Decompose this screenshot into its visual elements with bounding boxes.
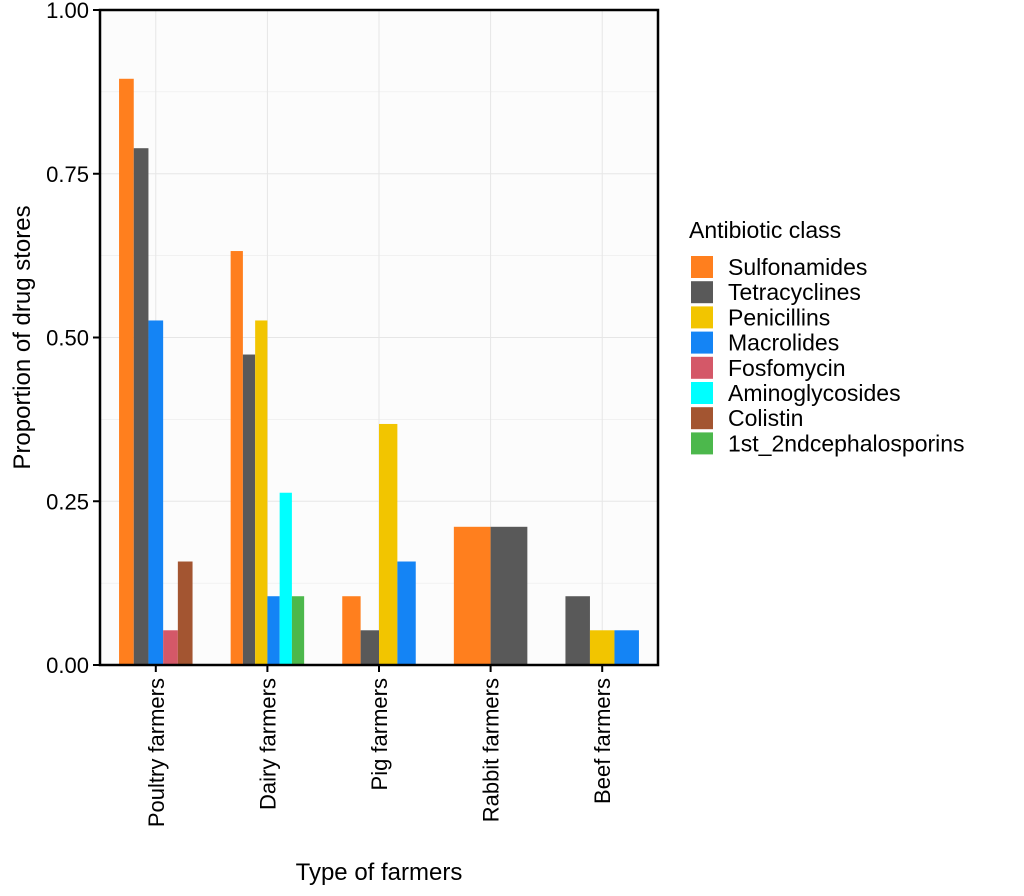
legend-label: Fosfomycin — [728, 355, 846, 381]
bar-tetracyclines-poultry-farmers — [133, 148, 149, 665]
bar-penicillins-pig-farmers — [379, 423, 398, 665]
legend-key-1st-2ndcephalosporins — [691, 432, 713, 455]
x-tick-label: Beef farmers — [590, 678, 615, 804]
bar-macrolides-beef-farmers — [614, 630, 639, 665]
y-tick-label: 0.25 — [46, 489, 89, 514]
legend-label: Colistin — [728, 405, 803, 431]
bar-aminoglycosides-dairy-farmers — [279, 492, 292, 665]
bar-macrolides-poultry-farmers — [148, 320, 164, 665]
bars — [119, 78, 639, 666]
y-axis: 0.00 0.25 0.50 0.75 1.00 — [46, 0, 100, 678]
legend: Antibiotic class SulfonamidesTetracyclin… — [689, 217, 965, 456]
legend-label: Sulfonamides — [728, 254, 867, 280]
bar-tetracyclines-beef-farmers — [565, 596, 590, 665]
y-tick-label: 1.00 — [46, 0, 89, 23]
bar-macrolides-pig-farmers — [397, 561, 416, 665]
x-axis: Poultry farmers Dairy farmers Pig farmers R… — [144, 665, 615, 827]
bar-sulfonamides-rabbit-farmers — [453, 526, 491, 665]
legend-key-colistin — [691, 407, 713, 430]
bar-tetracyclines-pig-farmers — [360, 630, 379, 665]
legend-label: Aminoglycosides — [728, 380, 901, 406]
legend-label: Penicillins — [728, 304, 830, 330]
x-tick-label: Pig farmers — [367, 678, 392, 790]
bar-tetracyclines-rabbit-farmers — [490, 526, 528, 665]
legend-key-macrolides — [691, 331, 713, 354]
x-axis-title: Type of farmers — [296, 859, 463, 886]
legend-label: 1st_2ndcephalosporins — [728, 430, 965, 456]
legend-key-tetracyclines — [691, 281, 713, 304]
bar-sulfonamides-dairy-farmers — [230, 251, 243, 666]
bar-tetracyclines-dairy-farmers — [242, 354, 256, 665]
bar-sulfonamides-poultry-farmers — [119, 78, 134, 665]
y-tick-label: 0.75 — [46, 162, 89, 187]
legend-key-penicillins — [691, 306, 713, 329]
x-tick-label: Dairy farmers — [255, 678, 280, 810]
bar-macrolides-dairy-farmers — [267, 596, 280, 665]
bar-fosfomycin-poultry-farmers — [163, 630, 178, 665]
y-tick-label: 0.50 — [46, 326, 89, 351]
y-tick-label: 0.00 — [46, 653, 89, 678]
legend-title: Antibiotic class — [689, 217, 841, 243]
legend-key-aminoglycosides — [691, 382, 713, 404]
bar-penicillins-beef-farmers — [589, 630, 615, 665]
legend-key-sulfonamides — [691, 256, 713, 278]
y-axis-title: Proportion of drug stores — [9, 205, 36, 469]
bar-penicillins-dairy-farmers — [255, 320, 268, 665]
x-tick-label: Poultry farmers — [144, 678, 169, 827]
legend-label: Macrolides — [728, 330, 839, 356]
bar-1st-2ndcephalosporins-dairy-farmers — [291, 596, 305, 665]
legend-label: Tetracyclines — [728, 279, 861, 305]
x-tick-label: Rabbit farmers — [479, 678, 504, 822]
bar-colistin-poultry-farmers — [177, 561, 193, 665]
legend-key-fosfomycin — [691, 356, 713, 379]
bar-sulfonamides-pig-farmers — [342, 596, 361, 665]
